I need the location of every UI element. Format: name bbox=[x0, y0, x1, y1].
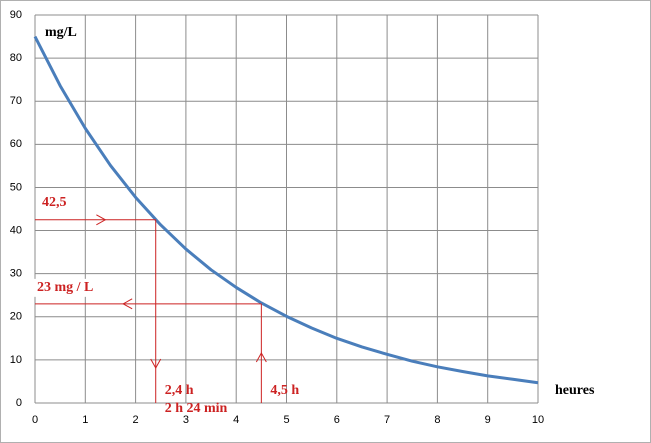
y-tick-label: 20 bbox=[10, 311, 22, 323]
y-tick-label: 70 bbox=[10, 95, 22, 107]
x-tick-label: 8 bbox=[434, 414, 440, 426]
y-tick-label: 50 bbox=[10, 181, 22, 193]
x-tick-label: 9 bbox=[485, 414, 491, 426]
guide-x-label: 2,4 h bbox=[165, 383, 194, 398]
label-background bbox=[33, 278, 105, 297]
x-tick-label: 1 bbox=[82, 414, 88, 426]
x-tick-label: 6 bbox=[334, 414, 340, 426]
x-axis-label: heures bbox=[555, 383, 595, 398]
y-tick-label: 30 bbox=[10, 268, 22, 280]
y-tick-label: 90 bbox=[10, 9, 22, 21]
x-tick-label: 5 bbox=[283, 414, 289, 426]
guide-y-label: 23 mg / L bbox=[37, 280, 93, 295]
arrow-head bbox=[122, 298, 133, 310]
arrow-head bbox=[150, 358, 162, 370]
x-tick-label: 4 bbox=[233, 414, 239, 426]
y-tick-label: 60 bbox=[10, 138, 22, 150]
data-line bbox=[33, 35, 539, 385]
marks: 42,5 2,4 h 2 h 24 min 23 mg / L 4,5 h bbox=[33, 35, 539, 416]
y-tick-label: 10 bbox=[10, 354, 22, 366]
x-tick-label: 0 bbox=[32, 414, 38, 426]
guide-x-label: 2 h 24 min bbox=[165, 401, 228, 416]
y-tick-label: 80 bbox=[10, 52, 22, 64]
arrow-head bbox=[255, 351, 267, 363]
arrow-head bbox=[96, 214, 107, 226]
y-tick-label: 0 bbox=[16, 397, 22, 409]
x-tick-label: 2 bbox=[133, 414, 139, 426]
x-tick-label: 3 bbox=[183, 414, 189, 426]
y-tick-label: 40 bbox=[10, 224, 22, 236]
grid: 0 10 20 30 40 50 60 70 80 90 0 1 2 3 4 5 6 7 8 9 10 bbox=[10, 9, 544, 426]
x-tick-label: 7 bbox=[384, 414, 390, 426]
y-axis-label: mg/L bbox=[45, 25, 77, 40]
x-tick-label: 10 bbox=[532, 414, 544, 426]
guide-x-label: 4,5 h bbox=[270, 383, 299, 398]
guide-y-label: 42,5 bbox=[42, 195, 67, 210]
